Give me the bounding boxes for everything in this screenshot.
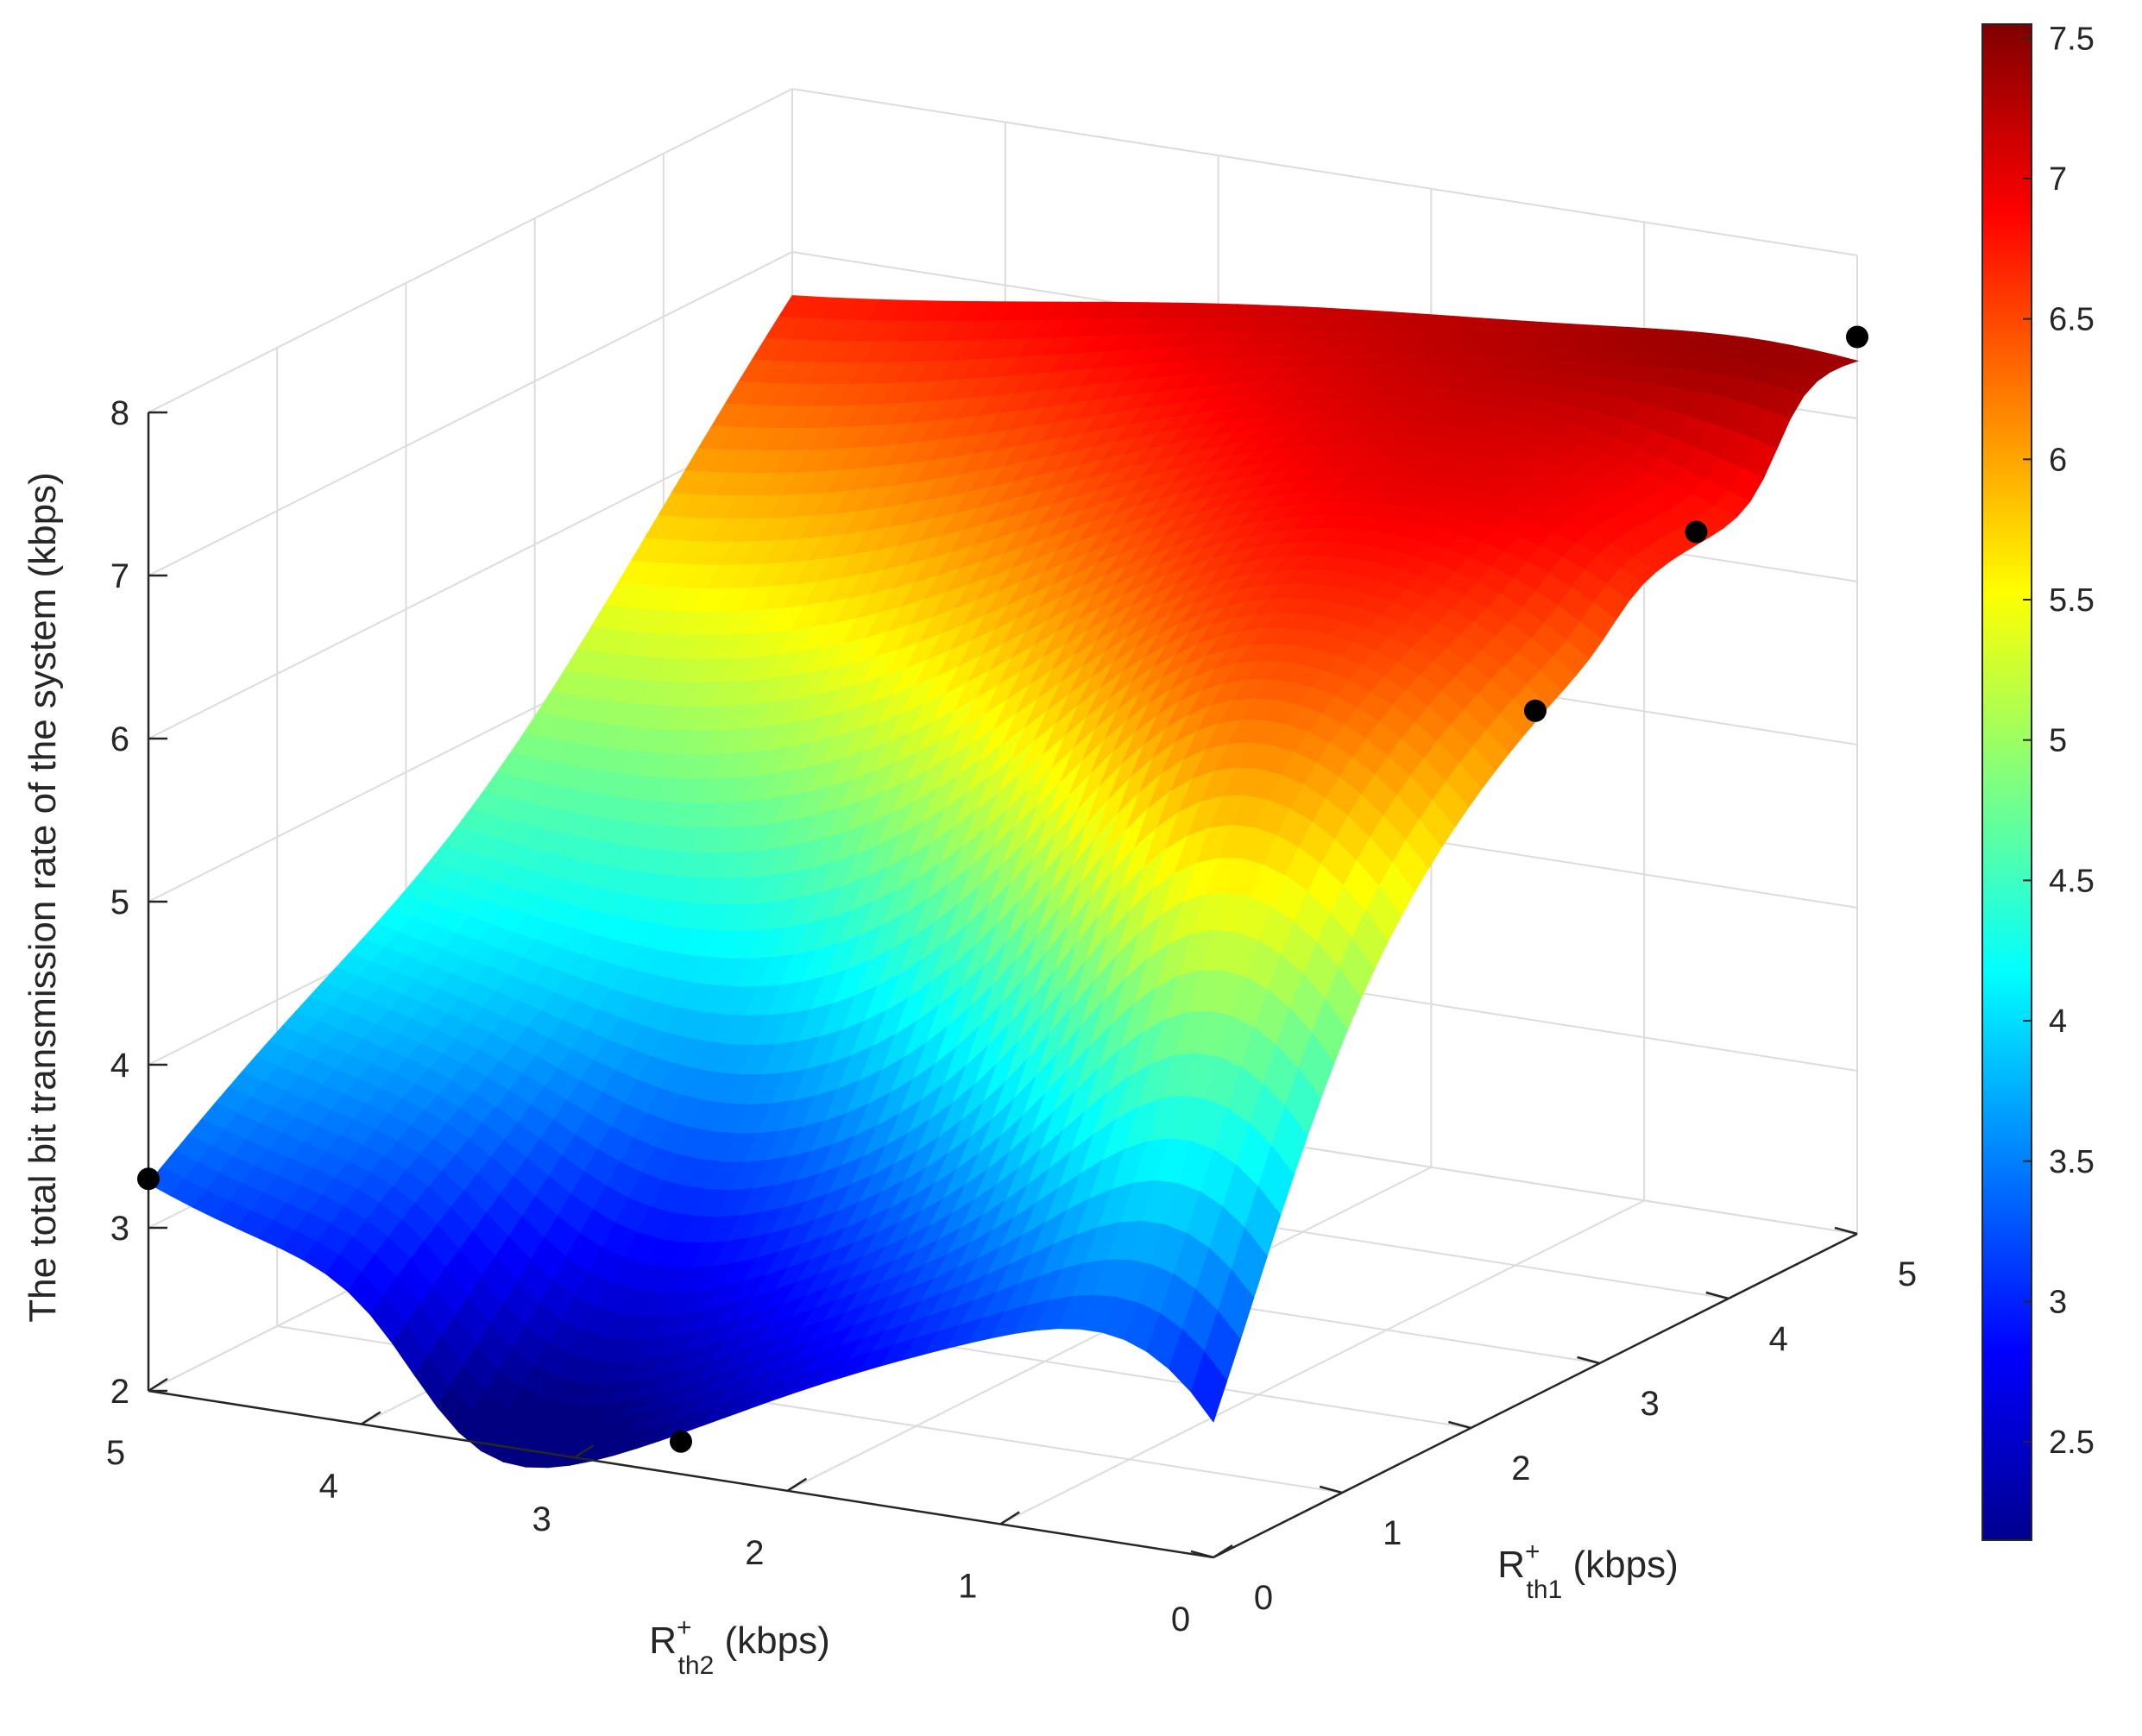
surface-patch [1190, 1350, 1228, 1423]
x-tick [1705, 1291, 1729, 1300]
axes [147, 411, 1858, 1559]
colorbar-tick-label: 4 [2049, 1003, 2067, 1040]
wall-grid-line [148, 414, 793, 739]
x-axis-title: R+ th1 (kbps) [1497, 1538, 1679, 1604]
x-tick [1448, 1420, 1471, 1430]
colorbar-tick-label: 6 [2049, 442, 2067, 478]
axis-labels: 0 1 2 3 4 5 0 1 2 3 4 5 2 3 4 5 6 7 8 R+ th1 (kbps) R+ th2 (kb… [22, 394, 1917, 1680]
y-tick [786, 1477, 808, 1492]
z-tick-label: 8 [110, 394, 129, 432]
wall-grid-line [148, 251, 793, 576]
colorbar-tick-label: 6.5 [2049, 302, 2095, 338]
y-tick [148, 1377, 168, 1393]
y-tick [999, 1511, 1020, 1525]
y-tick-label: 4 [319, 1468, 338, 1506]
data-markers [137, 325, 1868, 1453]
wall-grid-line [148, 88, 793, 413]
data-marker [670, 1430, 692, 1453]
y-tick-label: 5 [106, 1434, 125, 1472]
surface [148, 295, 1860, 1469]
colorbar-tick-label: 3.5 [2049, 1144, 2095, 1180]
x-tick-label: 3 [1640, 1385, 1659, 1423]
x-tick-label: 0 [1254, 1579, 1273, 1617]
floor-grid-line [999, 1199, 1645, 1525]
wall-grid-line [791, 88, 1858, 256]
colorbar-tick-label: 2.5 [2049, 1425, 2095, 1461]
data-marker [1685, 520, 1708, 544]
colorbar-tick-label: 4.5 [2049, 863, 2095, 899]
colorbar: 2.5 3 3.5 4 4.5 5 5.5 6 6.5 7 7.5 [1981, 21, 2095, 1541]
x-tick-label: 5 [1898, 1255, 1917, 1293]
colorbar-tick-label: 3 [2049, 1284, 2067, 1320]
y-tick [573, 1444, 595, 1459]
data-marker [1524, 699, 1547, 722]
z-tick-label: 6 [110, 720, 129, 758]
y-tick-label: 2 [745, 1534, 764, 1572]
z-tick-label: 3 [110, 1210, 129, 1248]
x-tick-label: 2 [1511, 1450, 1530, 1488]
colorbar-tick-label: 7 [2049, 161, 2067, 198]
y-axis-line [148, 1389, 1214, 1559]
x-tick-label: 1 [1383, 1514, 1402, 1552]
z-tick-label: 4 [110, 1047, 129, 1085]
z-tick-label: 2 [110, 1373, 129, 1411]
z-axis-title: The total bit transmission rate of the s… [22, 472, 64, 1323]
data-marker [1846, 325, 1868, 349]
z-tick-label: 5 [110, 884, 129, 921]
x-tick [1577, 1355, 1600, 1365]
data-marker [137, 1167, 160, 1191]
x-tick [1319, 1485, 1343, 1494]
colorbar-tick-label: 5.5 [2049, 582, 2095, 619]
y-tick-label: 3 [532, 1500, 551, 1538]
y-tick [1213, 1544, 1233, 1559]
y-tick [361, 1411, 381, 1425]
x-axis-line [1213, 1232, 1858, 1559]
x-tick [1834, 1226, 1858, 1236]
x-tick-label: 4 [1769, 1320, 1788, 1358]
z-tick-label: 7 [110, 557, 129, 595]
y-tick-label: 1 [958, 1567, 977, 1605]
colorbar-tick-label: 7.5 [2049, 21, 2095, 57]
colorbar-strip [1981, 23, 2032, 1541]
y-tick-label: 0 [1171, 1601, 1190, 1639]
x-tick [1190, 1550, 1214, 1559]
y-axis-title: R+ th2 (kbps) [649, 1613, 830, 1680]
colorbar-tick-label: 5 [2049, 723, 2067, 759]
